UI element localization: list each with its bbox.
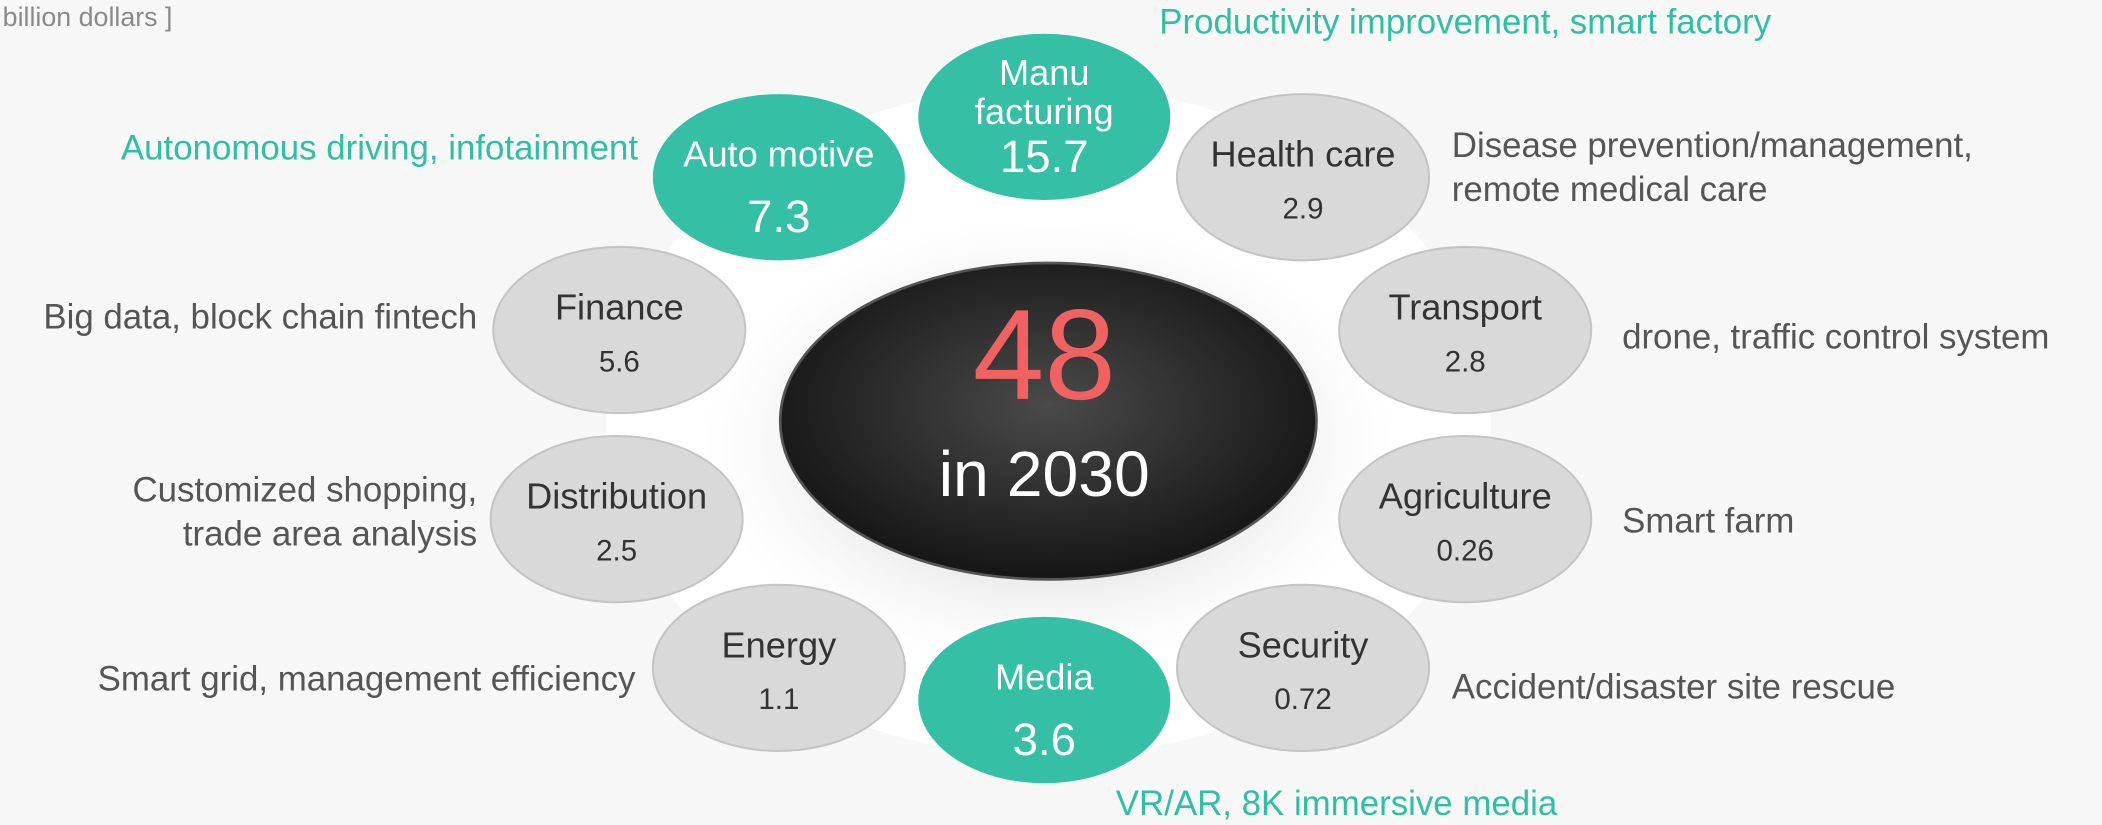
center-year: in 2030 — [939, 438, 1150, 510]
node-value: 2.8 — [1445, 345, 1486, 378]
node-description: Productivity improvement, smart factory — [1159, 3, 1771, 42]
node-value: 0.26 — [1437, 534, 1494, 567]
node-value: 3.6 — [1013, 714, 1076, 765]
node-circle — [1338, 245, 1593, 415]
node-value: 0.72 — [1274, 683, 1331, 716]
node-description: trade area analysis — [183, 515, 477, 554]
node-label: facturing — [975, 91, 1114, 132]
node-circle — [489, 434, 744, 604]
node-value: 7.3 — [747, 191, 810, 242]
node-circle — [492, 245, 747, 415]
node-value: 5.6 — [599, 345, 640, 378]
node-label: Energy — [722, 624, 838, 665]
node-description: Smart grid, management efficiency — [98, 659, 636, 698]
node-description: remote medical care — [1452, 170, 1768, 209]
node-value: 15.7 — [1000, 131, 1089, 182]
node-description: Big data, block chain fintech — [43, 298, 477, 337]
node-value: 2.5 — [596, 534, 637, 567]
node-circle — [1176, 583, 1431, 752]
center-ellipse — [778, 261, 1318, 581]
center-value: 48 — [973, 284, 1116, 427]
node-description: Smart farm — [1622, 501, 1794, 540]
node-value: 1.1 — [758, 683, 799, 716]
node-label: Auto motive — [683, 134, 874, 175]
node-description: drone, traffic control system — [1622, 318, 2049, 357]
node-circle — [918, 616, 1171, 784]
node-label: Finance — [555, 287, 684, 328]
node-label: Distribution — [526, 476, 707, 517]
node-description: Customized shopping, — [132, 470, 477, 509]
node-description: Autonomous driving, infotainment — [121, 129, 638, 168]
node-description: Accident/disaster site rescue — [1452, 668, 1896, 707]
node-label: Agriculture — [1379, 476, 1552, 517]
unit-label: billion dollars ] — [3, 2, 173, 32]
node-description: Disease prevention/management, — [1452, 126, 1973, 165]
node-label: Manu — [999, 52, 1090, 93]
node-circle — [918, 33, 1171, 201]
node-circle — [652, 94, 905, 261]
node-circle — [1338, 434, 1593, 604]
node-label: Health care — [1210, 134, 1395, 175]
node-circle — [1176, 93, 1431, 262]
node-label: Transport — [1388, 287, 1542, 328]
node-label: Media — [995, 657, 1094, 698]
node-value: 2.9 — [1283, 193, 1324, 226]
node-circle — [651, 583, 906, 752]
node-description: VR/AR, 8K immersive media — [1116, 784, 1558, 823]
node-label: Security — [1238, 624, 1370, 665]
